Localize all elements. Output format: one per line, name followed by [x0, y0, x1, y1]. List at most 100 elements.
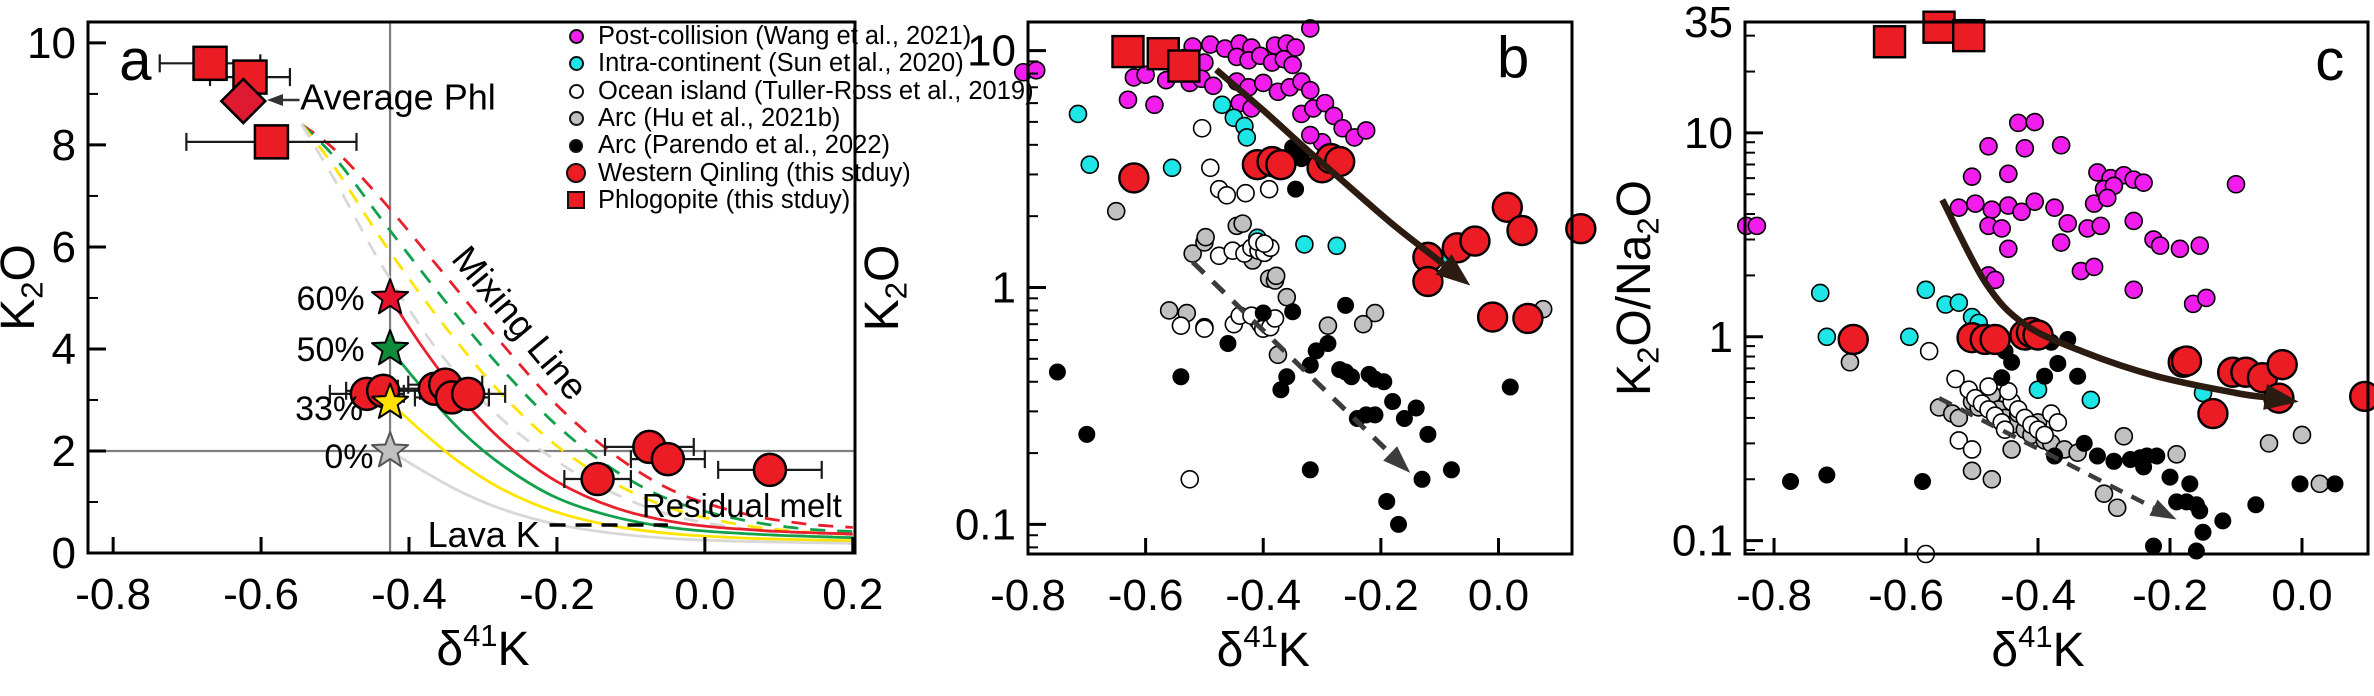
- y-axis-label-a: K2O: [0, 244, 50, 331]
- x-tick-label: -0.2: [2132, 571, 2208, 620]
- series-mix-star-60-a: [371, 278, 410, 315]
- annotation-average-phl: Average Phl: [300, 77, 495, 118]
- x-tick-label: -0.8: [1736, 571, 1812, 620]
- annotation-60pct: 60%: [297, 280, 365, 318]
- legend-label: Arc (Hu et al., 2021b): [598, 104, 841, 133]
- arc-parendo-marker-icon: [561, 138, 591, 153]
- y-tick-label: 1: [1709, 313, 1733, 362]
- intra-continent-marker-icon: [561, 56, 591, 72]
- x-axis-c: -0.8 -0.6 -0.4 -0.2 0.0: [1736, 538, 2333, 620]
- y-axis-a: 0 2 4 6 8 10: [27, 19, 106, 578]
- y-axis-label-b: K2O: [856, 245, 914, 332]
- series-ocean-island-c: [1916, 341, 2068, 564]
- legend-item-western-qinling: Western Qinling (this stduy): [561, 158, 1034, 187]
- y-tick-label: 10: [967, 27, 1016, 76]
- y-tick-label: 1: [992, 263, 1016, 312]
- legend-item-phlogopite: Phlogopite (this stduy): [561, 185, 1034, 214]
- post-collision-marker-icon: [561, 29, 591, 45]
- arrow-arc-trend-arrow: [1190, 260, 1411, 473]
- x-tick-label: -0.8: [990, 571, 1066, 620]
- x-tick-label: -0.4: [2000, 571, 2076, 620]
- y-tick-label: 0.1: [955, 500, 1016, 549]
- x-tick-label: -0.6: [223, 570, 299, 619]
- x-tick-label: 0.0: [2271, 571, 2332, 620]
- series-phlogopite-c: [1872, 10, 1986, 59]
- series-western-qinling-a: [328, 367, 823, 497]
- x-axis-label-a: δ41K: [436, 618, 529, 676]
- series-arc-parendo-c: [1782, 330, 2344, 560]
- annotation-50pct: 50%: [297, 331, 365, 369]
- legend-label: Western Qinling (this stduy): [598, 158, 911, 187]
- arrow-melt-evolution-arrow: [1939, 198, 2299, 410]
- x-axis-a: -0.8 -0.6 -0.4 -0.2 0.0 0.2: [75, 537, 883, 619]
- plot-frame: [86, 20, 857, 555]
- legend-item-post-collision: Post-collision (Wang et al., 2021): [561, 22, 1034, 51]
- annotation-33pct: 33%: [295, 390, 363, 428]
- series-mix-star-33-a: [371, 382, 410, 419]
- y-tick-label: 8: [52, 121, 76, 170]
- y-tick-label: 0.1: [1672, 517, 1733, 566]
- arc-hu-marker-icon: [561, 111, 591, 127]
- x-tick-label: 0.0: [1468, 571, 1529, 620]
- plot-frame: [1743, 20, 2370, 556]
- series-mix-star-0-a: [371, 431, 410, 468]
- panel-c: -0.8 -0.6 -0.4 -0.2 0.0 35 10 1 0.1 δ41K K2O/Na2O c: [1608, 0, 2374, 677]
- x-axis-label-c: δ41K: [1991, 619, 2084, 677]
- panel-a: -0.8 -0.6 -0.4 -0.2 0.0 0.2 0 2 4 6 8 10 δ41K K2O a Ave…: [0, 19, 883, 676]
- y-axis-label-c: K2O/Na2O: [1608, 180, 1666, 396]
- panel-label: a: [119, 28, 152, 93]
- y-tick-label: 10: [27, 19, 76, 68]
- y-axis-b: 10 1 0.1: [955, 27, 1046, 549]
- series-mix-star-50-a: [371, 329, 410, 366]
- x-tick-label: -0.4: [1225, 571, 1301, 620]
- legend-item-arc-hu: Arc (Hu et al., 2021b): [561, 104, 1034, 133]
- phlogopite-marker-icon: [561, 191, 591, 210]
- arrow-average-phl-arrow: [266, 94, 300, 107]
- x-tick-label: -0.6: [1108, 571, 1184, 620]
- x-tick-label: -0.6: [1868, 571, 1944, 620]
- annotation-residual-melt: Residual melt: [642, 487, 842, 524]
- western-qinling-marker-icon: [561, 163, 591, 184]
- x-tick-label: -0.4: [371, 570, 447, 619]
- panel-label: c: [2315, 28, 2344, 93]
- series-ocean-island-b: [1171, 118, 1285, 489]
- panel-label: b: [1497, 25, 1529, 90]
- legend-label: Post-collision (Wang et al., 2021): [598, 22, 972, 51]
- x-axis-b: -0.8 -0.6 -0.4 -0.2 0.0: [990, 538, 1529, 620]
- legend-label: Phlogopite (this stduy): [598, 185, 851, 214]
- arrow-melt-evolution-arrow: [1214, 67, 1471, 286]
- series-arc-parendo-b: [1048, 138, 1519, 533]
- annotation-0pct: 0%: [324, 438, 373, 476]
- annotation-lava-k: Lava K: [428, 514, 540, 555]
- curve-mix-dashed-yellow: [300, 123, 853, 536]
- x-tick-label: -0.2: [519, 570, 595, 619]
- y-tick-label: 0: [52, 529, 76, 578]
- y-tick-label: 10: [1684, 109, 1733, 158]
- curve-mix-dashed-red: [300, 123, 853, 529]
- legend-label: Ocean island (Tuller-Ross et al., 2019): [598, 76, 1034, 105]
- legend-label: Arc (Parendo et al., 2022): [598, 131, 890, 160]
- legend-item-ocean-island: Ocean island (Tuller-Ross et al., 2019): [561, 76, 1034, 105]
- curve-mix-dashed-green: [300, 123, 853, 533]
- y-tick-label: 4: [52, 325, 76, 374]
- x-tick-label: -0.8: [75, 570, 151, 619]
- x-axis-label-b: δ41K: [1217, 619, 1310, 677]
- y-axis-c: 35 10 1 0.1: [1672, 0, 1763, 566]
- legend-item-intra-continent: Intra-continent (Sun et al., 2020): [561, 49, 1034, 78]
- series-phlogopite-b: [1111, 34, 1201, 83]
- curve-mix-solid-gray: [389, 449, 853, 545]
- curve-mix-solid-yellow: [389, 401, 853, 543]
- y-tick-label: 6: [52, 223, 76, 272]
- y-tick-label: 2: [52, 427, 76, 476]
- arrow-arc-trend-arrow: [1938, 396, 2177, 520]
- ocean-island-marker-icon: [561, 83, 591, 99]
- legend-item-arc-parendo: Arc (Parendo et al., 2022): [561, 131, 1034, 160]
- y-tick-label: 35: [1684, 0, 1733, 47]
- x-tick-label: 0.2: [822, 570, 883, 619]
- legend-label: Intra-continent (Sun et al., 2020): [598, 49, 964, 78]
- series-average-phl-a: [219, 77, 268, 125]
- panel-b: -0.8 -0.6 -0.4 -0.2 0.0 10 1 0.1 δ41K K2O b: [856, 19, 1597, 677]
- x-tick-label: 0.0: [674, 570, 735, 619]
